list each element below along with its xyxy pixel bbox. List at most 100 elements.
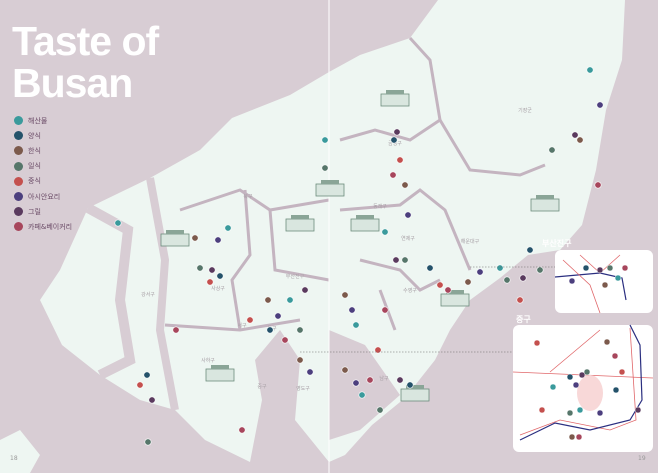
landmark-illustration: [205, 365, 235, 382]
restaurant-marker[interactable]: [571, 131, 579, 139]
restaurant-marker[interactable]: [406, 381, 414, 389]
legend-item: 아시안요리: [14, 189, 72, 204]
restaurant-marker[interactable]: [148, 396, 156, 404]
restaurant-marker[interactable]: [568, 433, 576, 441]
restaurant-marker[interactable]: [208, 266, 216, 274]
restaurant-marker[interactable]: [296, 356, 304, 364]
restaurant-marker[interactable]: [614, 274, 622, 282]
restaurant-marker[interactable]: [596, 101, 604, 109]
restaurant-marker[interactable]: [301, 286, 309, 294]
restaurant-marker[interactable]: [374, 346, 382, 354]
restaurant-marker[interactable]: [575, 433, 583, 441]
inset-busanjin: [555, 250, 653, 313]
restaurant-marker[interactable]: [496, 264, 504, 272]
restaurant-marker[interactable]: [143, 371, 151, 379]
restaurant-marker[interactable]: [582, 264, 590, 272]
restaurant-marker[interactable]: [172, 326, 180, 334]
restaurant-marker[interactable]: [618, 368, 626, 376]
restaurant-marker[interactable]: [548, 146, 556, 154]
page-number-left: 18: [10, 455, 18, 462]
restaurant-marker[interactable]: [321, 136, 329, 144]
restaurant-marker[interactable]: [358, 391, 366, 399]
restaurant-marker[interactable]: [536, 266, 544, 274]
restaurant-marker[interactable]: [549, 383, 557, 391]
subway-line-1: [554, 272, 627, 301]
restaurant-marker[interactable]: [596, 409, 604, 417]
restaurant-marker[interactable]: [476, 268, 484, 276]
restaurant-marker[interactable]: [281, 336, 289, 344]
restaurant-marker[interactable]: [576, 406, 584, 414]
restaurant-marker[interactable]: [396, 376, 404, 384]
restaurant-marker[interactable]: [572, 381, 580, 389]
restaurant-marker[interactable]: [612, 386, 620, 394]
restaurant-marker[interactable]: [306, 368, 314, 376]
restaurant-marker[interactable]: [401, 256, 409, 264]
restaurant-marker[interactable]: [366, 376, 374, 384]
restaurant-marker[interactable]: [296, 326, 304, 334]
legend-item: 그릴: [14, 204, 72, 219]
restaurant-marker[interactable]: [348, 306, 356, 314]
restaurant-marker[interactable]: [594, 181, 602, 189]
restaurant-marker[interactable]: [266, 326, 274, 334]
restaurant-marker[interactable]: [568, 277, 576, 285]
restaurant-marker[interactable]: [389, 171, 397, 179]
landmark-illustration: [350, 215, 380, 232]
restaurant-marker[interactable]: [246, 316, 254, 324]
restaurant-marker[interactable]: [224, 224, 232, 232]
restaurant-marker[interactable]: [464, 278, 472, 286]
landmark-illustration: [400, 385, 430, 402]
restaurant-marker[interactable]: [444, 286, 452, 294]
restaurant-marker[interactable]: [392, 256, 400, 264]
restaurant-marker[interactable]: [144, 438, 152, 446]
legend-dot: [14, 222, 23, 232]
restaurant-marker[interactable]: [566, 409, 574, 417]
restaurant-marker[interactable]: [566, 373, 574, 381]
restaurant-marker[interactable]: [381, 228, 389, 236]
restaurant-marker[interactable]: [533, 339, 541, 347]
restaurant-marker[interactable]: [601, 281, 609, 289]
restaurant-marker[interactable]: [381, 306, 389, 314]
restaurant-marker[interactable]: [341, 366, 349, 374]
restaurant-marker[interactable]: [426, 264, 434, 272]
restaurant-marker[interactable]: [352, 321, 360, 329]
restaurant-marker[interactable]: [264, 296, 272, 304]
restaurant-marker[interactable]: [216, 272, 224, 280]
restaurant-marker[interactable]: [603, 338, 611, 346]
restaurant-marker[interactable]: [196, 264, 204, 272]
restaurant-marker[interactable]: [136, 381, 144, 389]
restaurant-marker[interactable]: [376, 406, 384, 414]
restaurant-marker[interactable]: [286, 296, 294, 304]
restaurant-marker[interactable]: [583, 368, 591, 376]
restaurant-marker[interactable]: [390, 136, 398, 144]
restaurant-marker[interactable]: [191, 234, 199, 242]
restaurant-marker[interactable]: [596, 266, 604, 274]
restaurant-marker[interactable]: [114, 219, 122, 227]
restaurant-marker[interactable]: [352, 379, 360, 387]
restaurant-marker[interactable]: [578, 371, 586, 379]
restaurant-marker[interactable]: [321, 164, 329, 172]
restaurant-marker[interactable]: [586, 66, 594, 74]
restaurant-marker[interactable]: [401, 181, 409, 189]
restaurant-marker[interactable]: [611, 352, 619, 360]
district-border: [268, 209, 330, 282]
restaurant-marker[interactable]: [206, 278, 214, 286]
legend-dot: [14, 192, 23, 202]
restaurant-marker[interactable]: [404, 211, 412, 219]
restaurant-marker[interactable]: [393, 128, 401, 136]
restaurant-marker[interactable]: [576, 136, 584, 144]
restaurant-marker[interactable]: [503, 276, 511, 284]
restaurant-marker[interactable]: [606, 264, 614, 272]
district-label: 연제구: [401, 235, 415, 242]
restaurant-marker[interactable]: [526, 246, 534, 254]
restaurant-marker[interactable]: [621, 264, 629, 272]
restaurant-marker[interactable]: [214, 236, 222, 244]
restaurant-marker[interactable]: [341, 291, 349, 299]
restaurant-marker[interactable]: [238, 426, 246, 434]
restaurant-marker[interactable]: [519, 274, 527, 282]
restaurant-marker[interactable]: [516, 296, 524, 304]
restaurant-marker[interactable]: [274, 312, 282, 320]
restaurant-marker[interactable]: [634, 406, 642, 414]
restaurant-marker[interactable]: [538, 406, 546, 414]
restaurant-marker[interactable]: [396, 156, 404, 164]
restaurant-marker[interactable]: [436, 281, 444, 289]
